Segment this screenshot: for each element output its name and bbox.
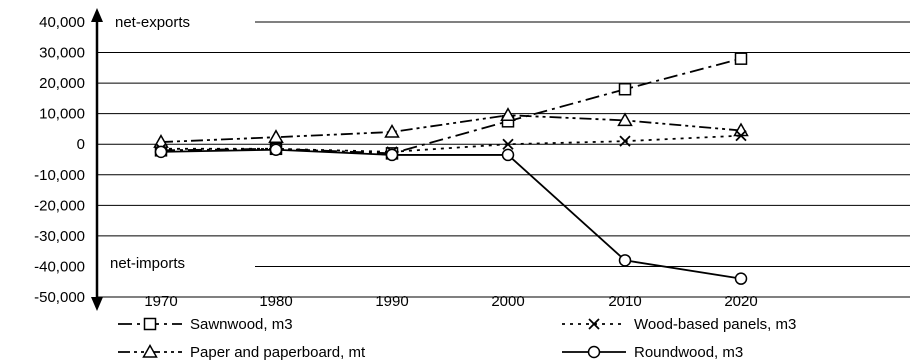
legend-item: Roundwood, m3 — [562, 344, 743, 361]
marker-cross — [502, 138, 514, 150]
marker-circle — [269, 143, 283, 156]
annotation-net-imports: net-imports — [110, 255, 185, 272]
series-line — [161, 134, 742, 153]
legend-item: Sawnwood, m3 — [118, 316, 293, 333]
y-tick-label: -50,000 — [34, 289, 85, 306]
marker-triangle — [617, 112, 633, 127]
legend-label: Sawnwood, m3 — [190, 316, 293, 333]
marker-square — [143, 317, 157, 331]
marker-cross-stroke — [588, 318, 600, 330]
marker-triangle — [268, 129, 284, 143]
marker-cross — [588, 318, 600, 330]
series-line — [160, 114, 742, 143]
series-line — [160, 57, 742, 155]
x-tick-label: 1990 — [375, 293, 408, 310]
y-tick-label: 10,000 — [39, 106, 85, 123]
y-tick-label: -20,000 — [34, 197, 85, 214]
y-axis-arrow-bottom — [91, 297, 103, 311]
marker-circle — [501, 148, 515, 162]
marker-circle — [734, 272, 748, 285]
x-axis: 1970 1980 1990 2000 2010 2020 — [144, 293, 757, 310]
annotation-net-exports: net-exports — [115, 14, 190, 31]
legend: Sawnwood, m3 Paper and paperboard, mt Wood… — [118, 316, 796, 361]
marker-triangle — [384, 123, 400, 138]
marker-square — [618, 82, 632, 96]
legend-label: Wood-based panels, m3 — [634, 316, 796, 333]
marker-circle — [154, 145, 168, 159]
series-triangle — [153, 107, 749, 148]
legend-item: Wood-based panels, m3 — [562, 316, 796, 333]
y-tick-label: -30,000 — [34, 228, 85, 245]
series-line — [160, 148, 742, 280]
y-tick-label: 30,000 — [39, 45, 85, 62]
marker-square — [734, 52, 748, 65]
x-tick-label: 2010 — [608, 293, 641, 310]
marker-cross-stroke — [502, 138, 514, 150]
chart-annotations: net-exports net-imports — [110, 14, 190, 272]
marker-circle — [618, 254, 632, 267]
marker-triangle — [500, 107, 516, 121]
marker-cross-stroke — [619, 135, 631, 147]
chart-series — [153, 52, 749, 285]
legend-label: Roundwood, m3 — [634, 344, 743, 361]
x-tick-label: 2020 — [724, 293, 757, 310]
marker-cross-stroke — [735, 130, 747, 142]
marker-triangle — [142, 343, 158, 358]
x-tick-label: 1970 — [144, 293, 177, 310]
marker-cross — [619, 135, 631, 147]
chart-gridlines — [97, 21, 910, 298]
series-square — [154, 52, 748, 160]
legend-label: Paper and paperboard, mt — [190, 344, 366, 361]
series-circle — [154, 143, 748, 285]
y-axis-arrow-top — [91, 8, 103, 22]
y-tick-label: 20,000 — [39, 75, 85, 92]
y-tick-label: -10,000 — [34, 167, 85, 184]
marker-circle — [385, 148, 399, 162]
x-tick-label: 2000 — [491, 293, 524, 310]
marker-cross — [735, 130, 747, 142]
y-tick-label: -40,000 — [34, 258, 85, 275]
legend-item: Paper and paperboard, mt — [118, 343, 366, 361]
marker-circle — [587, 345, 601, 359]
y-tick-label: 0 — [77, 136, 85, 153]
x-tick-label: 1980 — [259, 293, 292, 310]
y-tick-label: 40,000 — [39, 14, 85, 31]
y-axis: 40,000 30,000 20,000 10,000 0 -10,000 -20,000 -… — [34, 8, 103, 311]
